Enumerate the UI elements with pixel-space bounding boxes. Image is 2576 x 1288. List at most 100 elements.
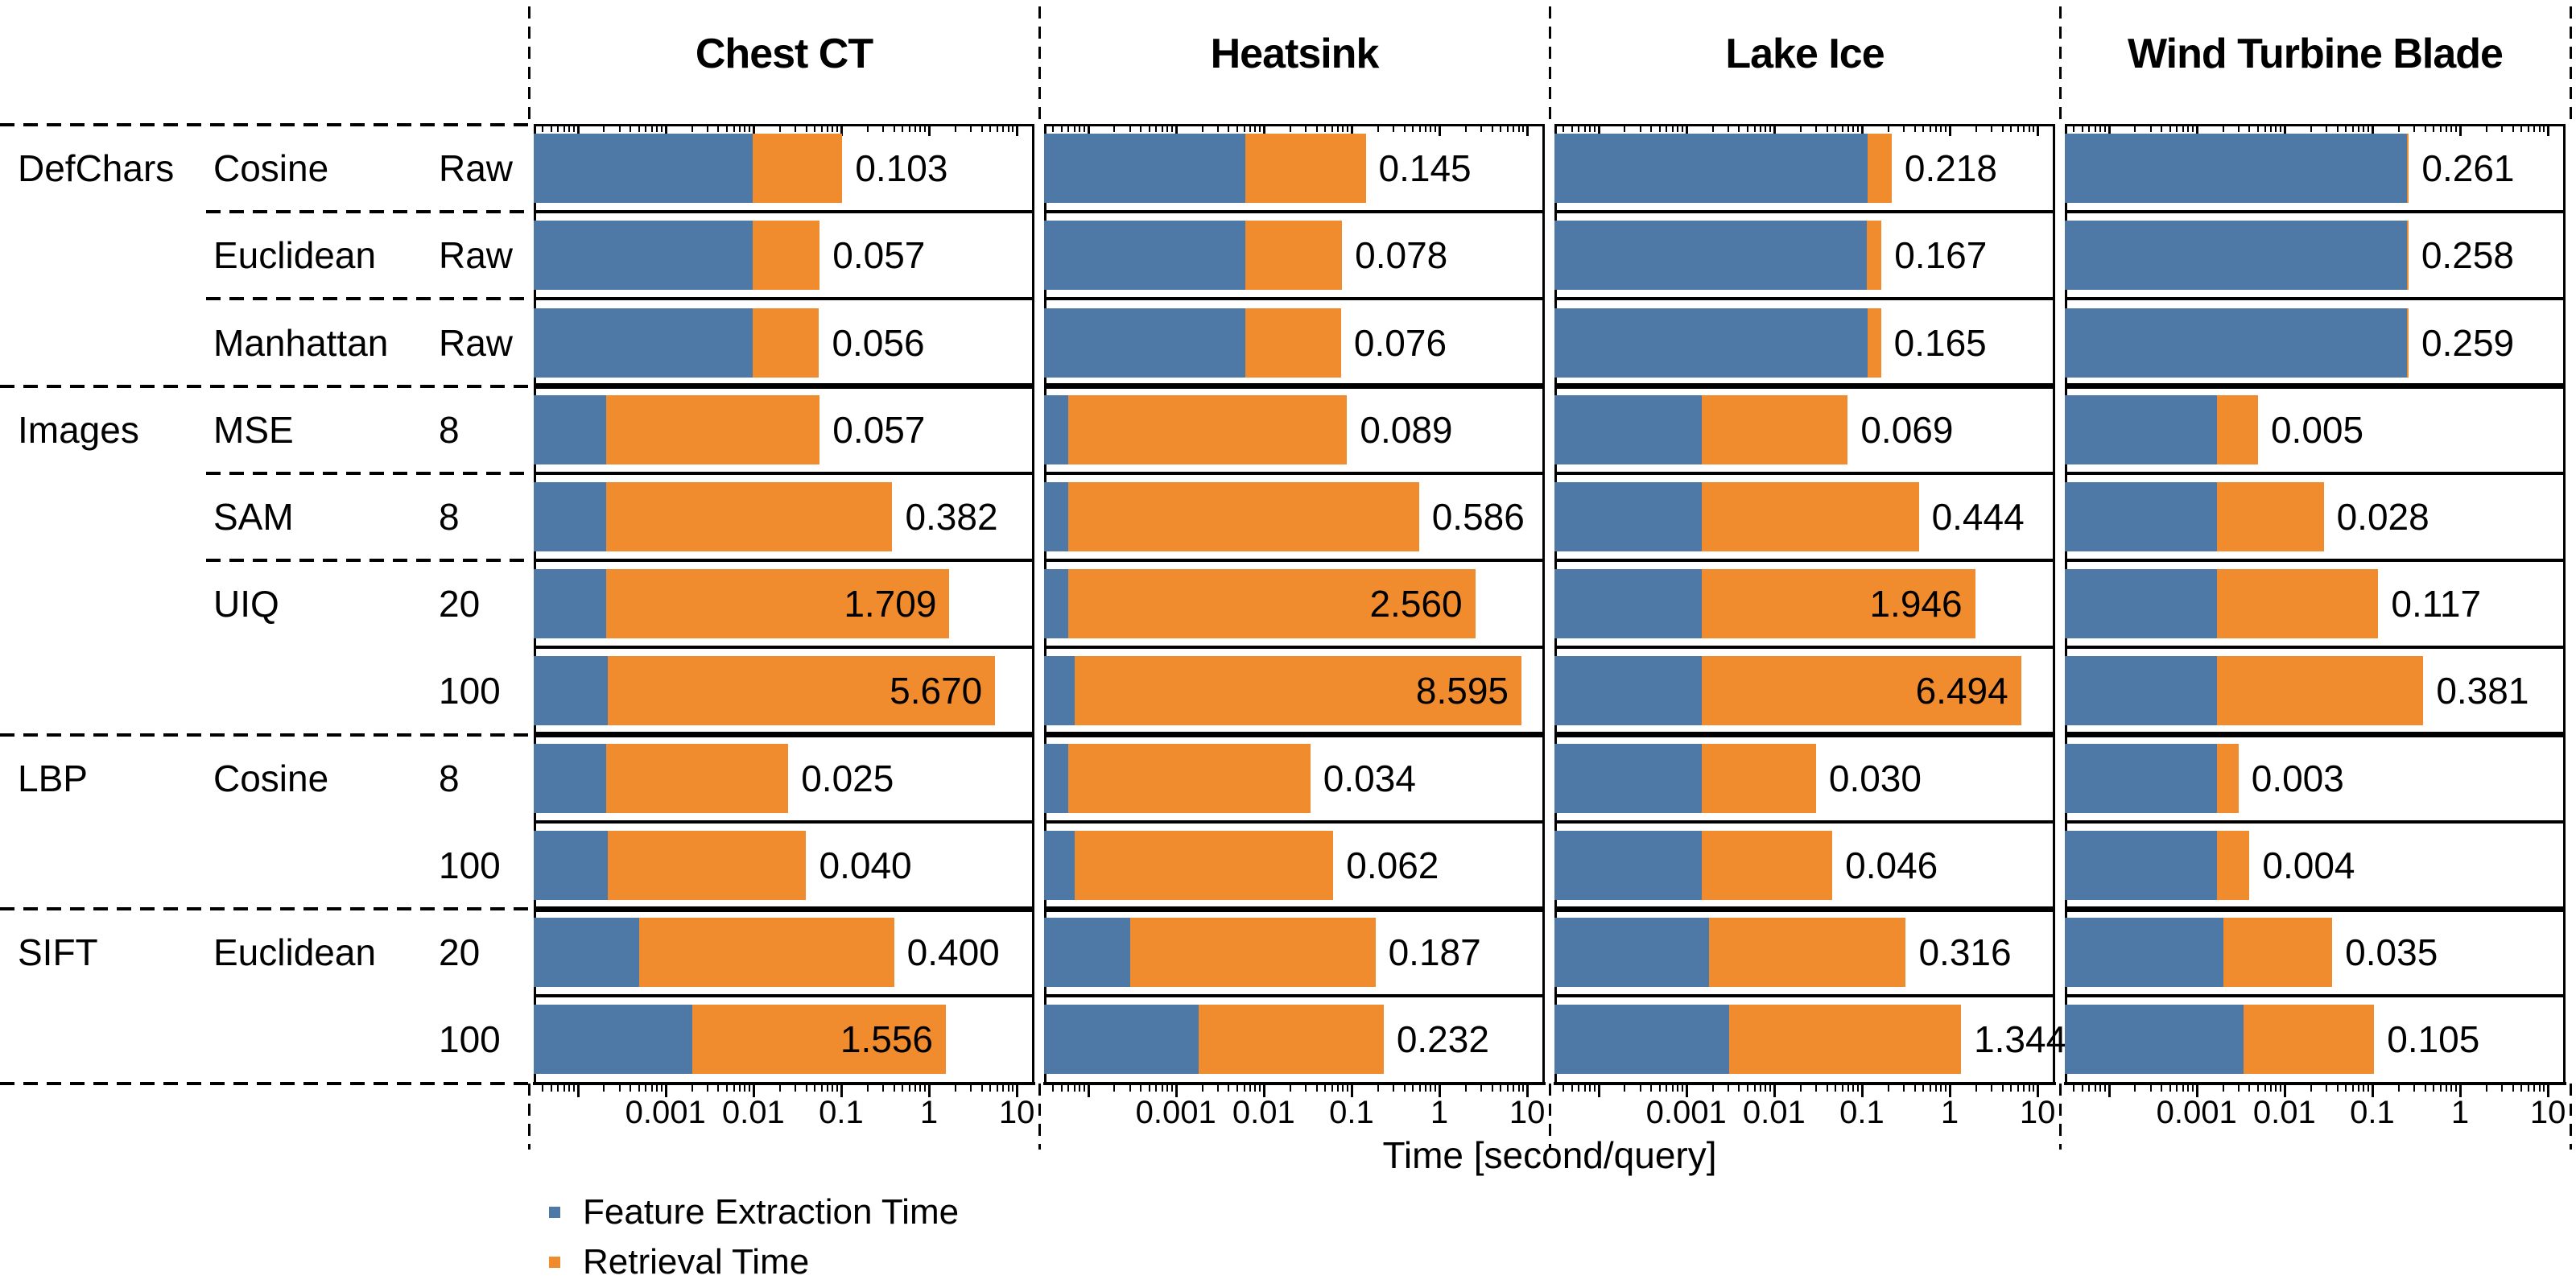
panel-axis-line: [2064, 1081, 2566, 1085]
group-separator-line: [0, 733, 529, 737]
minor-tick: [1166, 1084, 1169, 1092]
x-tick-label: 10: [998, 1095, 1035, 1130]
bar-segment-retrieval: [2216, 743, 2239, 813]
minor-tick: [638, 1084, 640, 1092]
row-metric-label: MSE: [213, 408, 294, 451]
minor-tick: [1671, 1084, 1674, 1092]
panel-row-separator: [2065, 819, 2566, 824]
panel-row-separator: [1554, 383, 2055, 390]
major-tick: [1526, 126, 1530, 136]
minor-tick: [1254, 1084, 1257, 1092]
major-tick: [2459, 1084, 2462, 1097]
minor-tick: [1170, 126, 1173, 132]
minor-tick: [1083, 1084, 1085, 1092]
bar-value-label: 0.076: [1353, 321, 1447, 364]
bar-segment-feature-extraction: [2065, 394, 2217, 464]
bar-segment-feature-extraction: [534, 830, 608, 900]
major-tick: [2371, 126, 2374, 136]
major-tick: [1439, 1084, 1442, 1097]
minor-tick: [2073, 126, 2075, 132]
major-tick: [1860, 126, 1864, 136]
major-tick: [1597, 1084, 1600, 1097]
panel-row-separator: [2065, 906, 2566, 912]
minor-tick: [794, 126, 796, 132]
minor-tick: [919, 126, 922, 132]
minor-tick: [2279, 1084, 2281, 1092]
minor-tick: [1738, 1084, 1740, 1092]
minor-tick: [1129, 1084, 1131, 1092]
bar-segment-retrieval: [1074, 656, 1521, 726]
minor-tick: [924, 126, 927, 132]
minor-tick: [557, 1084, 559, 1092]
panel-row-separator: [1044, 732, 1545, 738]
minor-tick: [778, 126, 781, 132]
bar-value-label: 0.056: [832, 321, 925, 364]
minor-tick: [1902, 1084, 1905, 1092]
minor-tick: [1929, 126, 1931, 132]
minor-tick: [563, 1084, 565, 1092]
minor-tick: [1814, 1084, 1817, 1092]
panel-top-spine: [534, 124, 1034, 126]
minor-tick: [2275, 126, 2277, 132]
bar-segment-retrieval: [1245, 221, 1343, 291]
bar-value-label: 0.089: [1360, 408, 1453, 451]
minor-tick: [2256, 126, 2259, 132]
minor-tick: [2446, 126, 2448, 132]
minor-tick: [1658, 126, 1661, 132]
minor-tick: [2485, 126, 2487, 132]
minor-tick: [2543, 126, 2545, 132]
row-separator-line: [206, 471, 529, 475]
major-tick: [2283, 1084, 2286, 1097]
minor-tick: [1073, 1084, 1075, 1092]
minor-tick: [1513, 1084, 1515, 1092]
group-separator-line: [0, 907, 529, 911]
minor-tick: [1078, 1084, 1080, 1092]
minor-tick: [2439, 1084, 2442, 1092]
x-tick-label: 0.1: [1839, 1095, 1885, 1130]
minor-tick: [794, 1084, 796, 1092]
minor-tick: [1201, 1084, 1203, 1092]
minor-tick: [1002, 1084, 1005, 1092]
bar-segment-feature-extraction: [1554, 743, 1702, 813]
minor-tick: [2336, 126, 2339, 132]
bar-segment-feature-extraction: [1044, 743, 1069, 813]
major-tick: [752, 126, 755, 136]
minor-tick: [1129, 126, 1131, 132]
bar-segment-feature-extraction: [2065, 134, 2408, 204]
minor-tick: [2433, 1084, 2435, 1092]
bar-segment-retrieval: [605, 482, 893, 552]
minor-tick: [1337, 1084, 1340, 1092]
minor-tick: [805, 126, 807, 132]
minor-tick: [2450, 126, 2453, 132]
bar-segment-feature-extraction: [1554, 394, 1702, 464]
minor-tick: [1289, 126, 1291, 132]
minor-tick: [2033, 126, 2035, 132]
minor-tick: [744, 1084, 746, 1092]
minor-tick: [2538, 126, 2541, 132]
minor-tick: [2269, 1084, 2272, 1092]
minor-tick: [1113, 126, 1116, 132]
row-param-label: 20: [439, 931, 481, 974]
major-tick: [1350, 1084, 1353, 1097]
legend-item-retrieval: Retrieval Time: [549, 1242, 809, 1282]
minor-tick: [1346, 126, 1348, 132]
major-tick: [1526, 1084, 1530, 1097]
minor-tick: [1658, 1084, 1661, 1092]
minor-tick: [1258, 126, 1261, 132]
row-group-label: DefChars: [18, 147, 175, 190]
panel-row-separator: [1044, 383, 1545, 390]
minor-tick: [2001, 126, 2004, 132]
bar-value-label: 0.103: [855, 147, 948, 190]
minor-tick: [1464, 1084, 1467, 1092]
row-param-label: 20: [439, 583, 481, 625]
x-tick-label: 0.001: [1645, 1095, 1727, 1130]
minor-tick: [1425, 126, 1427, 132]
minor-tick: [1506, 1084, 1509, 1092]
bar-segment-retrieval: [1701, 569, 1975, 639]
bar-segment-feature-extraction: [534, 918, 639, 988]
minor-tick: [2182, 126, 2184, 132]
major-tick: [2037, 126, 2040, 136]
minor-tick: [563, 126, 565, 132]
bar-value-label: 0.400: [906, 931, 1000, 974]
bar-segment-retrieval: [753, 221, 820, 291]
